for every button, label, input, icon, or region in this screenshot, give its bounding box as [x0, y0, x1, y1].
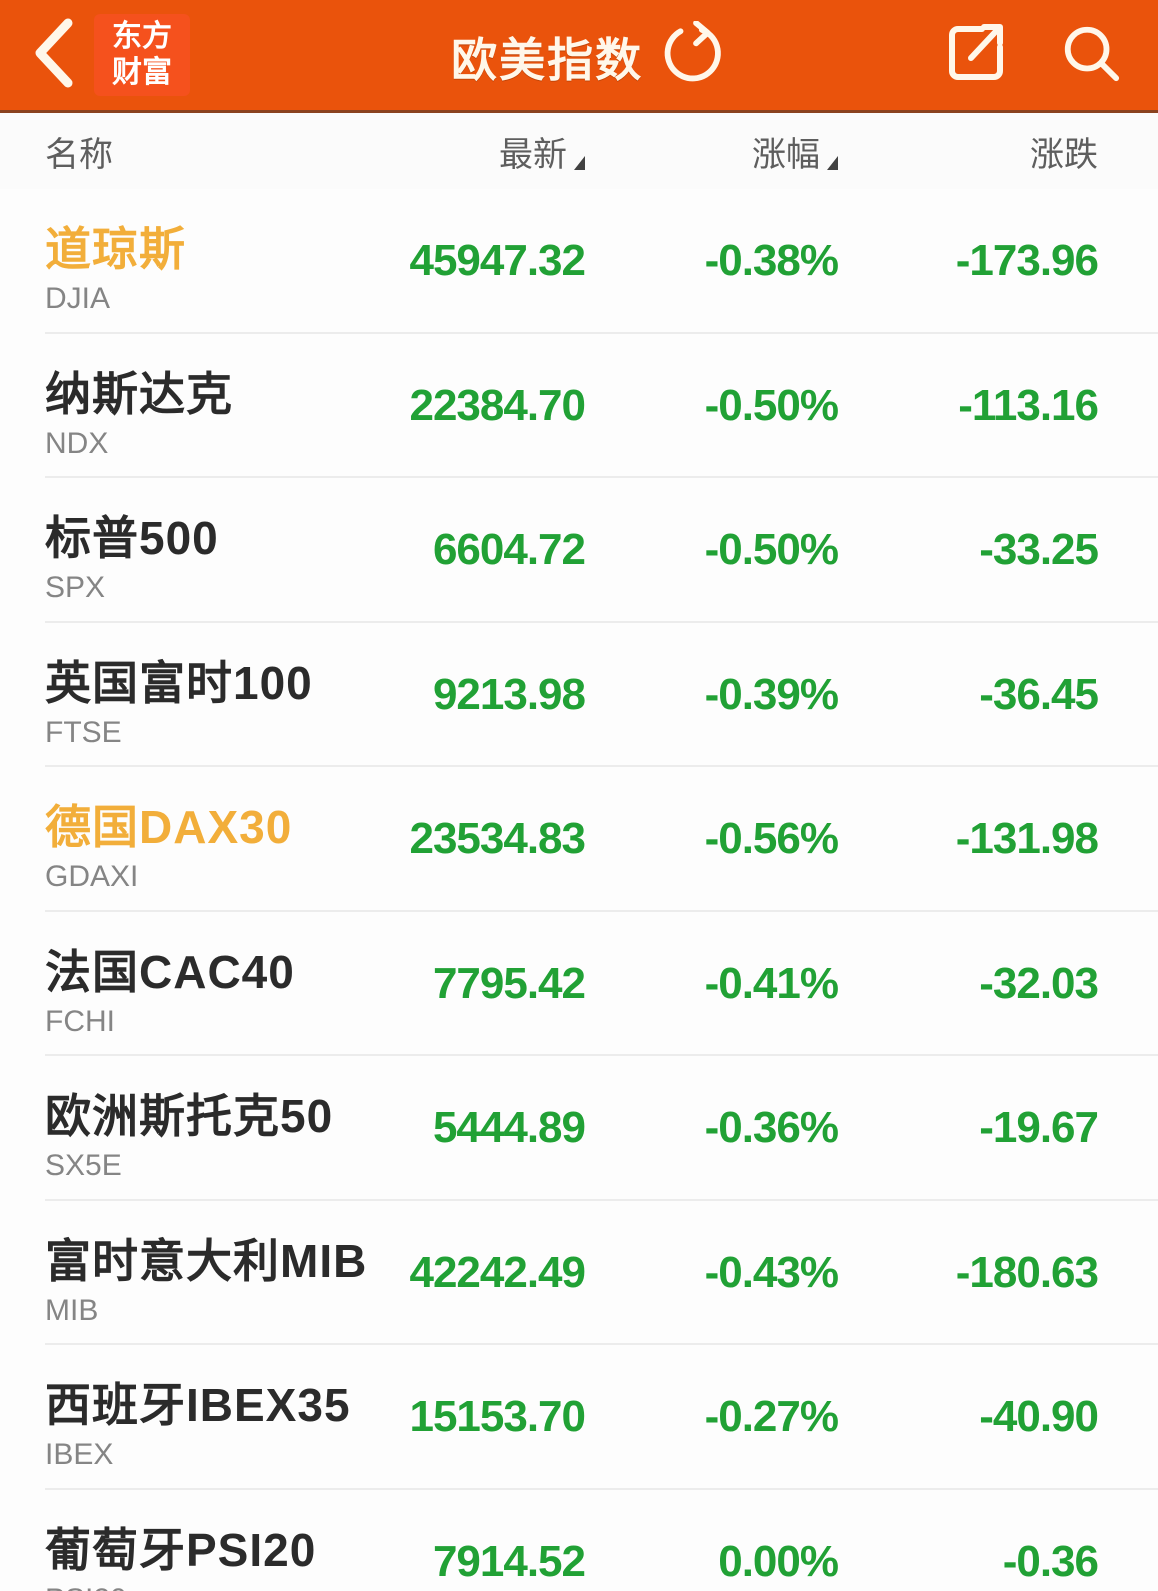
index-name-block: 德国DAX30 GDAXI: [45, 767, 292, 912]
index-last-price: 23534.83: [409, 814, 586, 864]
index-code: DJIA: [45, 282, 111, 315]
index-last-price: 15153.70: [409, 1392, 586, 1442]
index-code: PSI20: [45, 1582, 316, 1591]
table-row[interactable]: 纳斯达克 NDX 22384.70 -0.50% -113.16: [0, 334, 1158, 479]
page-title: 欧美指数: [451, 33, 644, 86]
index-change-amount: -33.25: [979, 525, 1099, 575]
chevron-left-icon: [30, 15, 76, 96]
index-name-block: 英国富时100 FTSE: [45, 623, 313, 768]
index-table-body: 道琼斯 DJIA 45947.32 -0.38% -173.96 纳斯达克 ND…: [0, 189, 1158, 1591]
share-button[interactable]: [944, 21, 1008, 90]
index-name: 德国DAX30: [45, 801, 293, 853]
index-change-amount: -113.16: [958, 380, 1099, 430]
index-last-price: 7795.42: [432, 958, 586, 1008]
index-change-amount: -40.90: [979, 1392, 1099, 1442]
index-change-amount: -173.96: [955, 236, 1099, 286]
column-label-name: 名称: [45, 135, 113, 174]
index-code: NDX: [45, 426, 109, 460]
index-last-price: 42242.49: [409, 1247, 586, 1297]
search-button[interactable]: [1060, 22, 1122, 89]
table-row[interactable]: 欧洲斯托克50 SX5E 5444.89 -0.36% -19.67: [0, 1056, 1158, 1201]
index-code: GDAXI: [45, 860, 139, 893]
table-row[interactable]: 英国富时100 FTSE 9213.98 -0.39% -36.45: [0, 623, 1158, 768]
index-change-amount: -36.45: [979, 669, 1099, 719]
index-name: 西班牙IBEX35: [45, 1379, 351, 1431]
column-header-change[interactable]: 涨跌: [838, 127, 1098, 176]
index-last-price: 5444.89: [432, 1103, 586, 1153]
eastmoney-logo: 东方 财富: [94, 14, 190, 96]
index-change-amount: -0.36: [1002, 1536, 1099, 1586]
column-label-change: 涨跌: [1030, 135, 1098, 174]
index-change-percent: 0.00%: [718, 1536, 839, 1586]
table-row[interactable]: 富时意大利MIB MIB 42242.49 -0.43% -180.63: [0, 1201, 1158, 1346]
app-header: 东方 财富 欧美指数: [0, 0, 1158, 113]
refresh-button[interactable]: [661, 20, 723, 92]
index-change-percent: -0.43%: [704, 1247, 839, 1297]
index-change-amount: -19.67: [979, 1103, 1099, 1153]
title-group: 欧美指数: [451, 0, 723, 113]
index-name: 纳斯达克: [45, 367, 233, 420]
index-change-percent: -0.27%: [704, 1392, 839, 1442]
index-name-block: 纳斯达克 NDX: [45, 334, 233, 479]
table-row[interactable]: 葡萄牙PSI20 PSI20 7914.52 0.00% -0.36: [0, 1490, 1158, 1591]
index-last-price: 6604.72: [432, 525, 586, 575]
back-button[interactable]: [30, 15, 80, 95]
column-label-last: 最新: [499, 135, 567, 174]
index-code: MIB: [45, 1293, 99, 1327]
column-header-last[interactable]: 最新: [45, 127, 585, 176]
index-code: IBEX: [45, 1438, 114, 1471]
index-change-amount: -131.98: [955, 814, 1099, 864]
table-column-header: 名称 最新 涨幅 涨跌: [0, 113, 1158, 189]
index-last-price: 9213.98: [432, 669, 586, 719]
index-change-amount: -180.63: [955, 1247, 1099, 1297]
table-row[interactable]: 西班牙IBEX35 IBEX 15153.70 -0.27% -40.90: [0, 1345, 1158, 1490]
table-row[interactable]: 道琼斯 DJIA 45947.32 -0.38% -173.96: [0, 189, 1158, 334]
index-change-percent: -0.36%: [704, 1103, 839, 1153]
column-header-name: 名称: [45, 113, 113, 189]
index-change-percent: -0.50%: [704, 380, 839, 430]
index-name-block: 西班牙IBEX35 IBEX: [45, 1345, 351, 1490]
index-name: 葡萄牙PSI20: [45, 1523, 317, 1576]
sort-triangle-icon: [827, 156, 838, 170]
search-icon: [1060, 22, 1122, 89]
index-code: SPX: [45, 571, 106, 604]
index-name: 欧洲斯托克50: [45, 1090, 334, 1142]
table-row[interactable]: 法国CAC40 FCHI 7795.42 -0.41% -32.03: [0, 912, 1158, 1057]
table-row[interactable]: 标普500 SPX 6604.72 -0.50% -33.25: [0, 478, 1158, 623]
table-row[interactable]: 德国DAX30 GDAXI 23534.83 -0.56% -131.98: [0, 767, 1158, 912]
index-name: 道琼斯: [45, 223, 186, 275]
index-change-percent: -0.38%: [704, 236, 839, 286]
index-name-block: 葡萄牙PSI20 PSI20: [45, 1490, 316, 1591]
column-header-change-pct[interactable]: 涨幅: [585, 127, 838, 176]
index-change-percent: -0.41%: [704, 958, 839, 1008]
index-name-block: 法国CAC40 FCHI: [45, 912, 295, 1057]
index-code: FTSE: [45, 715, 122, 749]
index-last-price: 7914.52: [432, 1536, 586, 1586]
refresh-icon: [661, 20, 723, 92]
index-change-percent: -0.50%: [704, 525, 839, 575]
sort-triangle-icon: [574, 156, 585, 170]
index-code: SX5E: [45, 1149, 122, 1182]
index-change-amount: -32.03: [979, 958, 1099, 1008]
index-change-percent: -0.39%: [704, 669, 839, 719]
index-name: 富时意大利MIB: [45, 1234, 368, 1287]
index-name: 标普500: [45, 512, 219, 564]
index-name: 法国CAC40: [45, 945, 295, 998]
index-name: 英国富时100: [45, 656, 313, 709]
share-icon: [944, 21, 1008, 90]
index-name-block: 道琼斯 DJIA: [45, 189, 186, 334]
column-label-change-pct: 涨幅: [752, 135, 820, 174]
index-name-block: 标普500 SPX: [45, 478, 219, 623]
header-right-icons: [944, 21, 1122, 90]
logo-line1: 东方: [112, 20, 172, 53]
index-last-price: 45947.32: [409, 236, 586, 286]
index-name-block: 富时意大利MIB MIB: [45, 1201, 367, 1346]
logo-line2: 财富: [112, 56, 172, 89]
index-last-price: 22384.70: [409, 380, 586, 430]
index-code: FCHI: [45, 1004, 115, 1038]
index-change-percent: -0.56%: [704, 814, 839, 864]
index-name-block: 欧洲斯托克50 SX5E: [45, 1056, 333, 1201]
